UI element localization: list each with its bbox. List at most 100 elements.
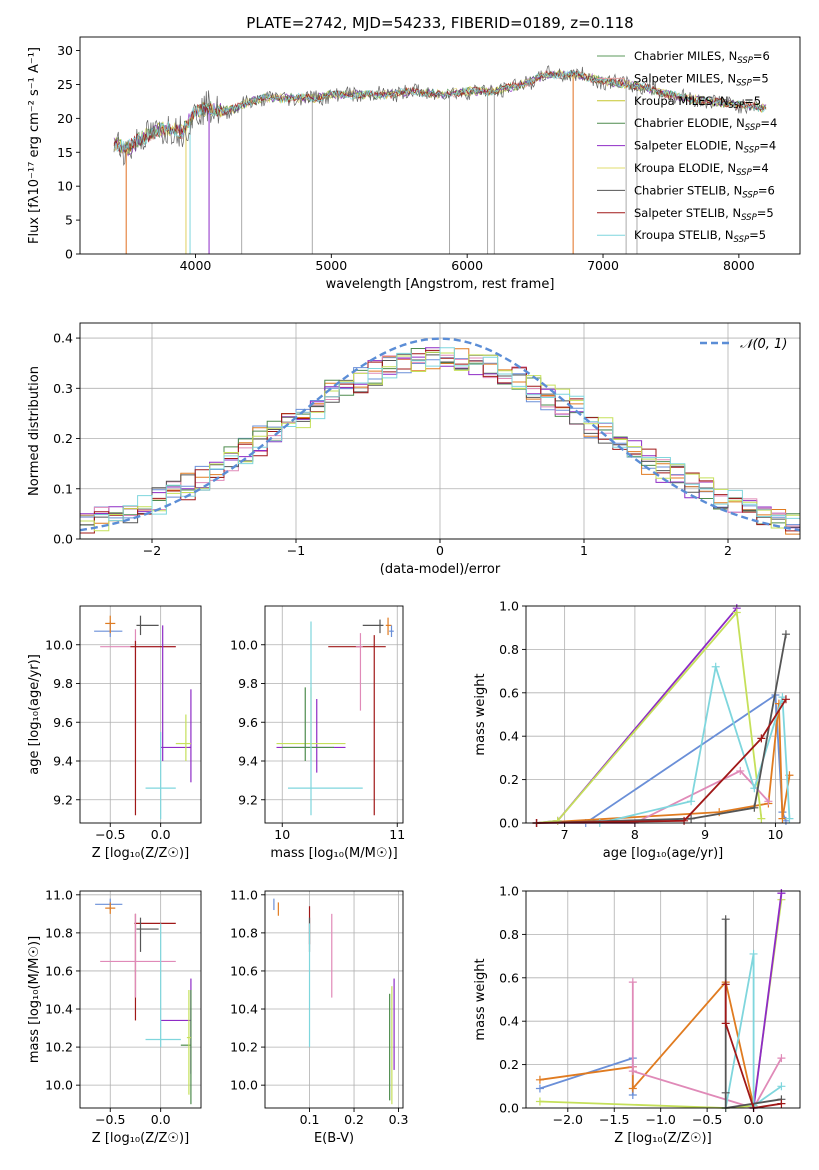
plus-marker — [749, 949, 758, 958]
x-axis-label: Z [log₁₀(Z/Z☉)] — [614, 1131, 711, 1146]
panel-weight_vs_age: 7 8 9 10 0.0 0.2 0.4 0.6 0.8 1.0 age [log₁₀(age/yr… — [473, 599, 801, 861]
y-tick-label: 0.4 — [53, 331, 73, 346]
axes-frame-age_vs_mass: 10 11 9.2 9.4 9.6 9.8 10.0 mass [log₁₀(M/M☉)] — [230, 605, 405, 861]
error-bar-point — [100, 913, 176, 998]
y-tick-label: 10.0 — [230, 637, 258, 652]
y-tick-label: 9.6 — [238, 715, 258, 730]
legend-label-sub: SSP — [742, 190, 758, 200]
x-tick-label: 11 — [389, 827, 405, 842]
y-tick-label: 0.4 — [499, 1014, 519, 1029]
x-tick-label: 8000 — [723, 258, 755, 273]
error-bar-point — [130, 640, 176, 816]
weight-series — [532, 608, 766, 827]
x-axis-label: Z [log₁₀(Z/Z☉)] — [92, 1131, 189, 1146]
x-tick-label: −2 — [143, 543, 161, 558]
legend-label: Chabrier MILES, NSSP=6 — [634, 49, 770, 66]
x-tick-label: 9 — [701, 827, 709, 842]
y-tick-label: 9.2 — [238, 792, 258, 807]
axes-box — [79, 605, 202, 824]
x-axis-label: mass [log₁₀(M/M☉)] — [270, 846, 397, 861]
legend-label-main: Chabrier STELIB, N — [634, 183, 742, 197]
y-tick-label: 1.0 — [499, 599, 519, 614]
x-tick-label: −1.5 — [599, 1112, 629, 1127]
x-tick-label: −0.5 — [692, 1112, 722, 1127]
weight-line — [724, 953, 782, 1109]
y-tick-label: 9.4 — [238, 754, 258, 769]
plus-marker — [721, 980, 730, 989]
legend-label-sub: SSP — [736, 168, 752, 178]
x-tick-label: 0.0 — [151, 1112, 171, 1127]
legend-residuals: 𝒩(0, 1) — [700, 337, 787, 352]
x-tick-label: 0.0 — [744, 1112, 764, 1127]
x-tick-label: 10 — [767, 827, 783, 842]
panel-residuals: −2 −1 0 1 2 0.0 0.1 0.2 0.3 0.4 (data-model)/error… — [27, 322, 801, 577]
x-tick-label: 0.1 — [300, 1112, 320, 1127]
y-tick-label: 9.4 — [53, 754, 73, 769]
legend-label: Salpeter MILES, NSSP=5 — [634, 71, 769, 88]
y-tick-label: 15 — [57, 145, 73, 160]
plus-marker — [777, 1054, 786, 1063]
plus-marker — [721, 915, 730, 924]
panel-age_vs_Z: −0.5 0.0 9.2 9.4 9.6 9.8 10.0 Z [log₁₀(Z/Z☉)] ag… — [27, 605, 202, 861]
y-tick-label: 11.0 — [230, 887, 258, 902]
x-tick-label: 5000 — [315, 258, 347, 273]
error-bar-point — [362, 619, 384, 634]
x-tick-label: 8 — [631, 827, 639, 842]
y-tick-label: 25 — [57, 77, 73, 92]
y-tick-label: 0.2 — [499, 1057, 519, 1072]
legend-label-main: Kroupa MILES, N — [634, 94, 729, 108]
weight-series — [749, 889, 786, 1112]
legend-label-tail: =4 — [760, 116, 777, 130]
panel-age_vs_mass: 10 11 9.2 9.4 9.6 9.8 10.0 mass [log₁₀(M/M☉)] — [230, 605, 405, 861]
weight-series — [532, 630, 790, 827]
legend-label-tail: =6 — [753, 49, 770, 63]
x-axis-label: Z [log₁₀(Z/Z☉)] — [92, 846, 189, 861]
error-bar-point — [136, 917, 159, 952]
y-axis-label: Flux [fλ10⁻¹⁷ erg cm⁻² s⁻¹ A⁻¹] — [27, 47, 42, 244]
legend-label-tail: =4 — [752, 161, 769, 175]
y-tick-label: 10.8 — [230, 925, 258, 940]
legend-label-main: Kroupa ELODIE, N — [634, 161, 736, 175]
x-tick-label: 7000 — [587, 258, 619, 273]
weight-line — [536, 634, 787, 824]
legend-label-tail: =6 — [758, 183, 775, 197]
x-tick-label: 2 — [724, 543, 732, 558]
axes-frame-residuals: −2 −1 0 1 2 0.0 0.1 0.2 0.3 0.4 (data-model)/error… — [27, 322, 801, 577]
weight-line — [539, 1056, 634, 1095]
error-bar-point — [282, 687, 334, 761]
error-bar-point — [105, 615, 116, 634]
y-axis-label: Normed distribution — [27, 366, 42, 496]
legend-label: Chabrier STELIB, NSSP=6 — [634, 183, 775, 200]
plot-area-weight_vs_age — [532, 604, 794, 827]
weight-line — [752, 893, 783, 1109]
x-tick-label: 6000 — [451, 258, 483, 273]
plot-area-mass_vs_EBV — [273, 898, 395, 1105]
plus-marker — [628, 978, 637, 987]
plus-marker — [715, 808, 724, 817]
plus-marker — [736, 766, 745, 775]
spectrum-line — [113, 70, 767, 153]
y-tick-label: 10.0 — [45, 1078, 73, 1093]
weight-series — [535, 1054, 637, 1099]
y-tick-label: 11.0 — [45, 887, 73, 902]
weight-series — [595, 662, 794, 827]
normal-curve — [80, 337, 800, 532]
plus-marker — [777, 1082, 786, 1091]
x-tick-label: −1 — [287, 543, 305, 558]
legend-label-main: Kroupa STELIB, N — [634, 228, 734, 242]
plus-marker — [750, 803, 759, 812]
x-axis-label: (data-model)/error — [380, 562, 501, 577]
axes-box — [525, 890, 801, 1109]
legend-label: 𝒩(0, 1) — [740, 337, 787, 352]
plus-marker — [777, 1099, 786, 1108]
y-tick-label: 10.2 — [230, 1040, 258, 1055]
legend-label-main: Chabrier ELODIE, N — [634, 116, 745, 130]
legend-label-tail: =5 — [744, 94, 761, 108]
axes-frame-mass_vs_Z: −0.5 0.0 10.0 10.2 10.4 10.6 10.8 11.0 Z [log₁₀(… — [27, 887, 202, 1146]
plus-marker — [778, 814, 787, 823]
plus-marker — [757, 734, 766, 743]
axes-frame-age_vs_Z: −0.5 0.0 9.2 9.4 9.6 9.8 10.0 Z [log₁₀(Z/Z☉)] ag… — [27, 605, 202, 861]
x-tick-label: −1.0 — [645, 1112, 675, 1127]
axes-box — [264, 890, 404, 1109]
legend-label-sub: SSP — [745, 123, 761, 133]
